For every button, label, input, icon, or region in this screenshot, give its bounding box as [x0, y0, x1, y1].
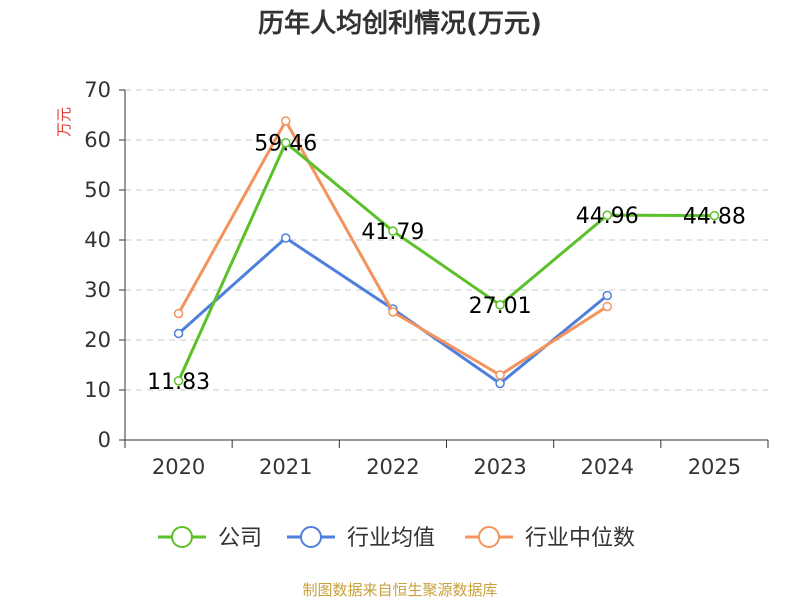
data-point	[495, 370, 505, 380]
source-note: 制图数据来自恒生聚源数据库	[302, 581, 497, 599]
y-tick-label: 40	[84, 228, 111, 252]
data-point	[173, 328, 184, 339]
data-label: 44.88	[683, 205, 746, 230]
legend-swatch-marker	[171, 526, 193, 548]
x-tick-label: 2022	[366, 455, 419, 479]
legend-swatch-marker	[478, 526, 500, 548]
y-tick-label: 60	[84, 128, 111, 152]
legend-swatch-marker	[300, 526, 322, 548]
y-tick-label: 50	[84, 178, 111, 202]
data-label: 41.79	[361, 220, 424, 245]
x-tick-label: 2024	[581, 455, 634, 479]
data-label: 44.96	[576, 204, 639, 229]
data-point	[602, 210, 612, 220]
data-point	[173, 376, 184, 386]
legend-label: 公司	[218, 526, 262, 551]
x-tick-label: 2021	[259, 455, 312, 479]
y-tick-label: 10	[84, 378, 111, 402]
legend: 公司 行业均值 行业中位数	[158, 526, 635, 551]
x-tick-label: 2023	[473, 455, 526, 479]
data-point	[281, 233, 291, 243]
chart-title: 历年人均创利情况(万元)	[258, 8, 542, 39]
y-axis-label: 万元	[55, 107, 73, 137]
data-label: 11.83	[147, 370, 210, 395]
y-tick-label: 70	[84, 78, 111, 102]
axes: 0 10 20 30 40 50 60 70 2020 2021 2022 2023 2024 2025	[84, 78, 769, 479]
y-tick-label: 20	[84, 328, 111, 352]
legend-label: 行业中位数	[525, 526, 635, 551]
series-line	[177, 141, 715, 382]
y-tick-label: 30	[84, 278, 111, 302]
x-tick-label: 2020	[152, 455, 205, 479]
data-labels: 11.83 59.46 41.79 27.01 44.96 44.88	[147, 132, 746, 395]
series-lines	[173, 116, 720, 389]
legend-label: 行业均值	[347, 526, 435, 551]
data-point	[709, 210, 720, 221]
y-tick-label: 0	[98, 428, 111, 452]
data-point	[495, 378, 505, 389]
data-point	[602, 301, 612, 312]
data-point	[281, 137, 291, 148]
data-point	[602, 290, 612, 301]
data-point	[495, 300, 505, 310]
data-label: 59.46	[254, 132, 317, 157]
series-line	[177, 119, 609, 377]
data-label: 27.01	[469, 294, 532, 319]
data-point	[388, 307, 398, 317]
grid-lines	[125, 89, 768, 391]
data-point	[388, 226, 398, 236]
data-point	[281, 116, 291, 126]
x-tick-label: 2025	[688, 455, 741, 479]
data-point	[173, 308, 184, 319]
